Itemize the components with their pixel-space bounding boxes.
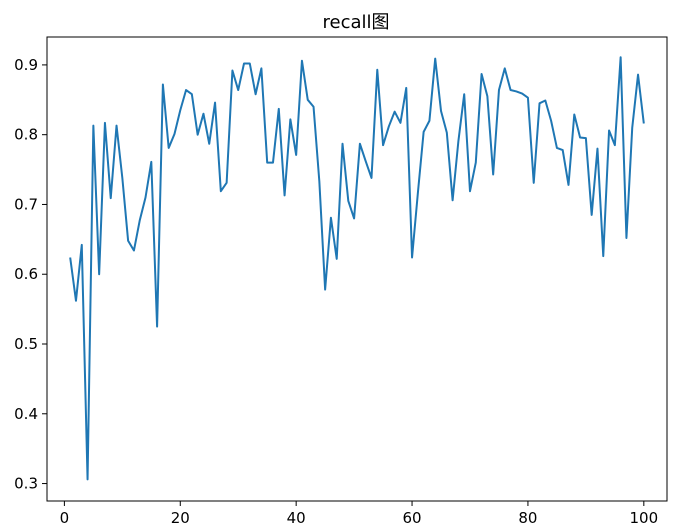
y-axis: 0.3 0.4 0.5 0.6 0.7 0.8 0.9: [14, 56, 47, 493]
recall-series-line: [69, 56, 645, 481]
x-tick-label: 80: [518, 509, 537, 527]
y-tick-label: 0.4: [14, 405, 38, 423]
y-tick-label: 0.9: [14, 56, 38, 74]
x-tick-label: 100: [630, 509, 659, 527]
x-tick-label: 40: [287, 509, 306, 527]
y-tick-label: 0.5: [14, 335, 38, 353]
x-tick-label: 20: [171, 509, 190, 527]
x-axis: 0 20 40 60 80 100: [60, 501, 659, 527]
plot-frame: [46, 36, 668, 502]
chart-title: recall图: [322, 12, 389, 33]
y-tick-label: 0.8: [14, 126, 38, 144]
x-tick-label: 0: [60, 509, 70, 527]
y-tick-label: 0.6: [14, 265, 38, 283]
y-tick-label: 0.7: [14, 195, 38, 213]
x-tick-label: 60: [402, 509, 421, 527]
y-tick-label: 0.3: [14, 475, 38, 493]
